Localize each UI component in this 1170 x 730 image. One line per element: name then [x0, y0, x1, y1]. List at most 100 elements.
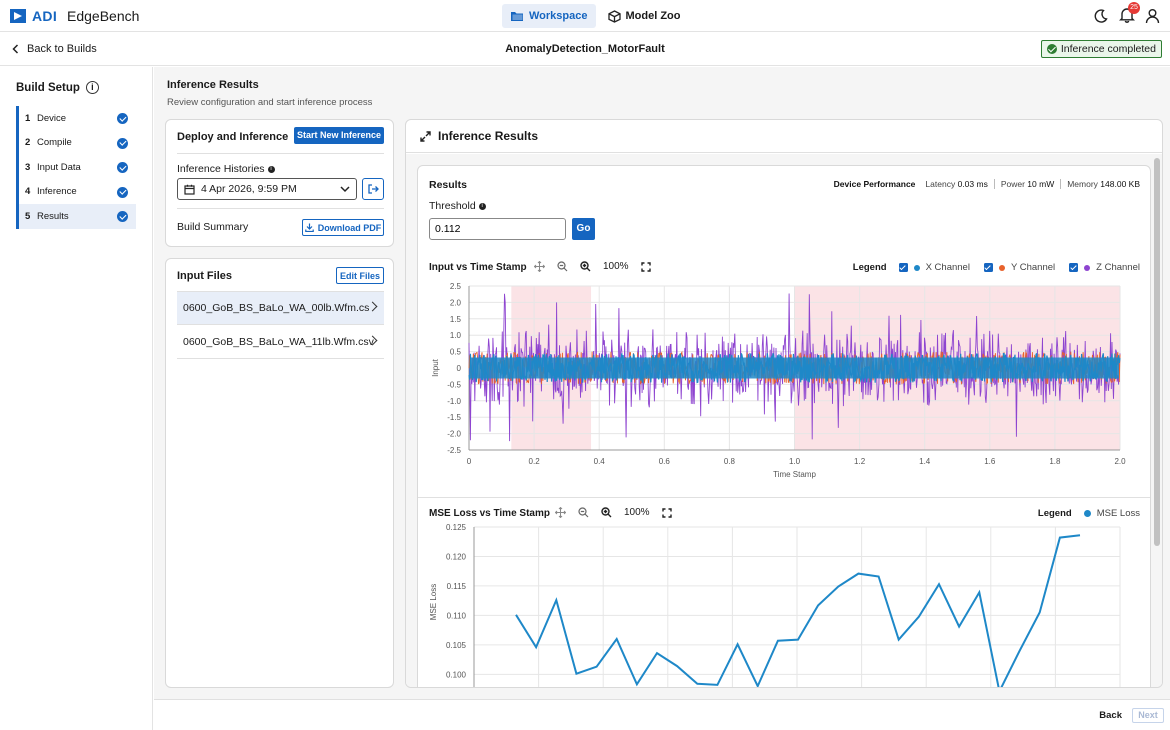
file-item[interactable]: 0600_GoB_BS_BaLo_WA_11lb.Wfm.csv — [177, 326, 384, 359]
notifications[interactable]: 25 — [1119, 2, 1140, 26]
y-tick-label: 0.115 — [447, 582, 467, 591]
input-chart[interactable]: 2.5 2.0 1.5 1.0 0.5 0 -0.5 -1.0 -1.5 -2.0 -2.5 0 0.2… — [418, 278, 1152, 498]
threshold-input[interactable] — [429, 218, 566, 240]
y-tick-label: 1.0 — [450, 331, 462, 340]
perf-title: Device Performance — [833, 179, 916, 189]
main-content: Inference Results Review configuration a… — [154, 67, 1170, 699]
adi-logo-icon — [10, 9, 26, 23]
zoom-in-icon[interactable] — [601, 507, 612, 518]
expand-icon[interactable] — [420, 130, 431, 142]
fullscreen-icon[interactable] — [661, 507, 672, 518]
info-icon[interactable]: i — [267, 165, 275, 173]
y-tick-label: -1.5 — [447, 413, 461, 422]
legend-dot — [1084, 264, 1091, 271]
device-performance: Device Performance Latency 0.03 ms Power… — [834, 179, 1140, 189]
chevron-left-icon — [12, 44, 19, 54]
threshold-label-text: Threshold — [429, 200, 476, 212]
power-label: Power — [1000, 179, 1025, 189]
zoom-out-icon[interactable] — [557, 261, 568, 272]
footer: Back Next — [154, 699, 1170, 730]
input-files-card: Input Files Edit Files 0600_GoB_BS_BaLo_… — [165, 258, 394, 688]
history-select[interactable]: 4 Apr 2026, 9:59 PM — [177, 178, 357, 200]
info-icon[interactable]: i — [85, 81, 99, 94]
zoom-out-icon[interactable] — [578, 507, 589, 518]
y-tick-label: 2.0 — [450, 298, 462, 307]
step-label: Compile — [37, 137, 72, 149]
legend-label: Legend — [1037, 508, 1072, 519]
nav-model-zoo[interactable]: Model Zoo — [600, 4, 689, 28]
x-tick-label: 0.2 — [529, 457, 541, 466]
file-name: 0600_GoB_BS_BaLo_WA_11lb.Wfm.csv — [183, 336, 374, 348]
inference-results-panel: Inference Results Results Device Perform… — [405, 119, 1163, 688]
legend-dot — [998, 264, 1005, 271]
scrollbar[interactable] — [1154, 154, 1160, 687]
check-circle-icon — [117, 186, 128, 198]
histories-label-text: Inference Histories — [177, 163, 265, 175]
back-to-builds-link[interactable]: Back to Builds — [12, 43, 97, 55]
deploy-title: Deploy and Inference — [177, 131, 289, 143]
mse-chart-title: MSE Loss vs Time Stamp — [429, 508, 550, 519]
y-channel-checkbox[interactable] — [983, 263, 993, 272]
sidebar-title-text: Build Setup — [16, 81, 80, 94]
app-logo[interactable]: ADI EdgeBench — [10, 8, 139, 24]
edit-files-button[interactable]: Edit Files — [336, 267, 384, 284]
sidebar: Build Setup i 1 Device 2 Compile 3 Input Da… — [0, 67, 153, 730]
back-to-builds-label: Back to Builds — [27, 43, 97, 55]
back-button[interactable]: Back — [1099, 710, 1122, 721]
step-inference[interactable]: 4 Inference — [16, 179, 136, 204]
threshold-label: Threshold i — [429, 200, 486, 212]
memory-value: 148.00 KB — [1100, 179, 1140, 189]
fullscreen-icon[interactable] — [640, 261, 651, 272]
nav-workspace[interactable]: Workspace — [502, 4, 596, 28]
legend-label: Legend — [852, 262, 887, 273]
x-tick-label: 0 — [467, 457, 472, 466]
edit-files-label: Edit Files — [339, 270, 380, 281]
pan-icon[interactable] — [534, 261, 545, 272]
next-button[interactable]: Next — [1132, 708, 1164, 723]
y-tick-label: 0.125 — [446, 523, 467, 532]
zoom-in-icon[interactable] — [580, 261, 591, 272]
open-history-button[interactable] — [362, 178, 384, 200]
file-name: 0600_GoB_BS_BaLo_WA_00lb.Wfm.cs — [183, 302, 370, 314]
divider — [418, 497, 1150, 498]
pan-icon[interactable] — [555, 507, 566, 518]
z-channel-checkbox[interactable] — [1069, 263, 1079, 272]
y-tick-label: 0.100 — [446, 670, 467, 679]
download-pdf-button[interactable]: Download PDF — [302, 219, 384, 236]
memory-label: Memory — [1067, 179, 1098, 189]
step-input-data[interactable]: 3 Input Data — [16, 155, 136, 180]
scrollbar-thumb[interactable] — [1154, 158, 1160, 546]
step-number: 1 — [25, 112, 31, 124]
legend-dot — [913, 264, 920, 271]
file-item[interactable]: 0600_GoB_BS_BaLo_WA_00lb.Wfm.cs — [177, 292, 384, 325]
start-new-inference-button[interactable]: Start New Inference — [294, 127, 384, 144]
build-summary-label: Build Summary — [177, 221, 249, 233]
brand-name: ADI — [32, 8, 58, 24]
step-number: 5 — [25, 210, 31, 222]
go-button[interactable]: Go — [572, 218, 595, 240]
calendar-icon — [184, 184, 195, 195]
mse-chart-toolbar: 100% — [555, 507, 672, 518]
step-device[interactable]: 1 Device — [16, 106, 136, 131]
build-name: AnomalyDetection_MotorFault — [505, 43, 665, 55]
power-value: 10 mW — [1027, 179, 1055, 189]
step-compile[interactable]: 2 Compile — [16, 130, 136, 155]
download-pdf-label: Download PDF — [317, 222, 382, 233]
step-results[interactable]: 5 Results — [16, 204, 136, 229]
export-icon — [367, 184, 379, 194]
moon-icon[interactable] — [1093, 8, 1109, 24]
top-icons: 25 — [1093, 2, 1160, 26]
x-tick-label: 1.2 — [854, 457, 866, 466]
latency-label: Latency — [925, 179, 956, 189]
info-icon[interactable]: i — [478, 202, 486, 210]
mse-chart[interactable]: 0.125 0.120 0.115 0.110 0.105 0.100 MSE Loss — [418, 522, 1152, 688]
input-chart-toolbar: 100% — [534, 261, 651, 272]
user-icon[interactable] — [1145, 8, 1160, 24]
step-number: 4 — [25, 186, 31, 198]
x-channel-checkbox[interactable] — [898, 263, 908, 272]
x-tick-label: 1.8 — [1049, 457, 1061, 466]
x-tick-label: 0.6 — [659, 457, 671, 466]
results-inner-card: Results Device Performance Latency 0.03 … — [417, 165, 1152, 688]
zoom-level: 100% — [624, 507, 650, 518]
step-label: Results — [37, 210, 69, 222]
